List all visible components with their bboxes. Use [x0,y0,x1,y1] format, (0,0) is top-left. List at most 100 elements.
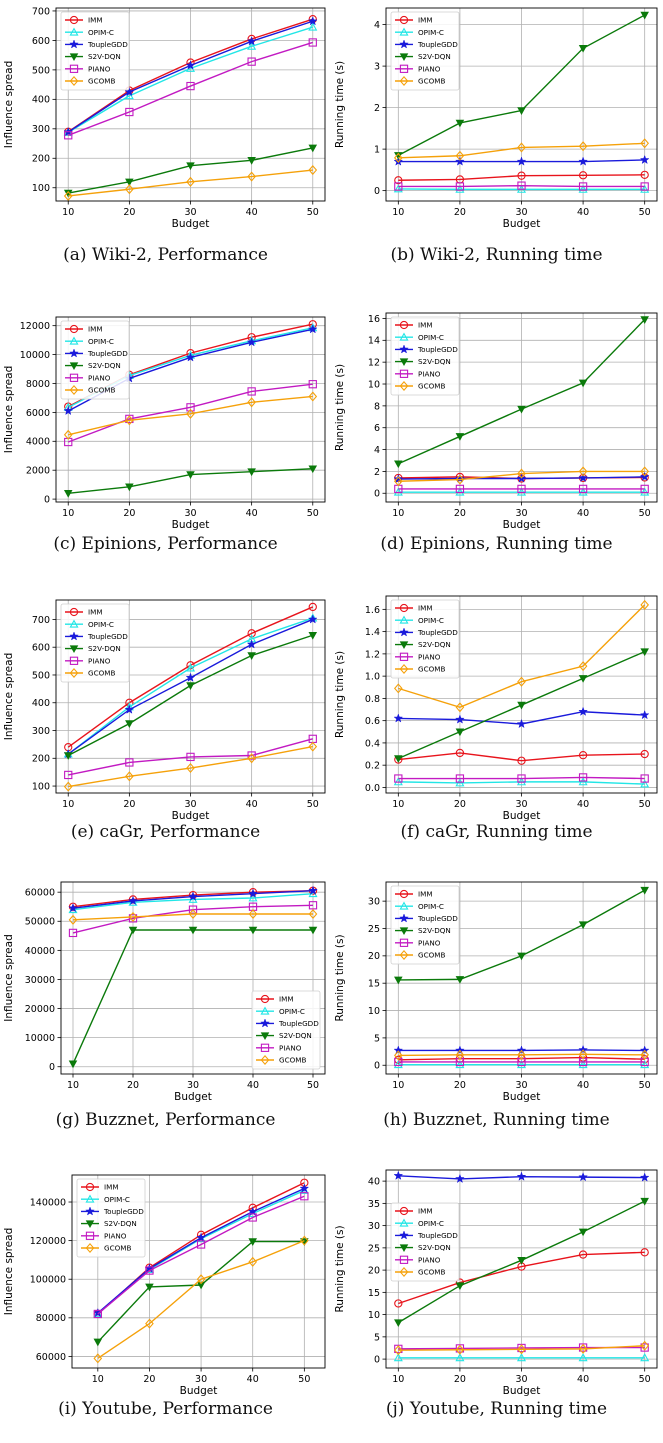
x-tick-label: 40 [247,1374,259,1385]
series-line [68,738,313,776]
data-point [455,119,465,128]
legend-item: PIANO [395,369,441,378]
legend-item: IMM [395,321,433,330]
caption-f: (f) caGr, Running time [400,822,593,842]
y-tick-label: 0 [49,1062,55,1073]
legend-item: PIANO [81,1231,127,1240]
series-s2v-dqn [63,144,318,198]
x-tick-label: 30 [515,1080,527,1091]
chart-e: 10 20 30 40 50 100 200 300 400 500 600 700 Budget Inf… [3,599,326,822]
legend-marker [260,1006,270,1015]
data-point [578,379,588,388]
y-tick-label: 35 [368,1199,380,1210]
chart-d: 10 20 30 40 50 0 2 4 6 8 10 12 14 16 Budget Running tim… [334,312,658,531]
data-point [517,1257,526,1265]
data-point [455,487,465,496]
y-tick-label: 4 [374,20,380,31]
x-tick-label: 20 [454,799,466,810]
legend-item: S2V-DQN [395,926,451,935]
data-point [578,141,588,152]
data-point [308,165,318,176]
caption-e: (e) caGr, Performance [70,822,261,842]
y-tick-label: 30000 [25,975,55,986]
data-point [185,60,196,70]
x-tick-label: 10 [392,1374,404,1385]
legend-label: GCOMB [88,669,115,678]
chart-a: 10 20 30 40 50 100 200 300 400 500 600 700 Budget Inf… [3,6,326,230]
data-point [248,1238,257,1247]
data-point [63,429,73,440]
legend-item: S2V-DQN [395,1243,451,1252]
x-tick-label: 50 [298,1374,310,1385]
legend-label: PIANO [418,64,441,73]
data-point [517,774,526,783]
legend-item: IMM [65,325,103,334]
data-point [393,156,404,166]
data-point [578,156,588,166]
legend-item: IMM [256,995,294,1004]
data-point [516,777,527,786]
legend-item: ToupleGDD [65,631,128,641]
legend-label: GCOMB [418,665,445,674]
data-point [455,714,465,724]
y-tick-label: 400 [32,95,50,106]
legend-marker [85,1220,95,1229]
legend-marker [69,373,79,382]
series-s2v-dqn [63,465,318,498]
x-tick-label: 30 [515,1374,527,1385]
legend-marker [399,1255,409,1264]
series-gcomb [393,1049,650,1061]
data-point [248,908,258,920]
data-point [639,709,650,720]
y-tick-label: 60000 [25,888,55,899]
data-point [455,1059,465,1069]
legend-label: S2V-DQN [279,1031,312,1040]
legend-marker [399,913,409,923]
data-point [247,41,257,50]
legend-label: IMM [88,16,103,25]
x-axis-label: Budget [172,810,210,822]
data-point [455,150,465,161]
x-tick-label: 40 [247,1080,259,1091]
series-touplegdd [393,706,650,729]
legend: IMM OPIM-C ToupleGDD S2V-DQN PIANO GCOMB [251,990,321,1070]
data-point [639,1172,650,1182]
data-point [517,181,526,190]
legend-label: GCOMB [104,1244,131,1253]
legend: IMM OPIM-C ToupleGDD S2V-DQN PIANO GCOMB [76,1178,146,1258]
series-piano [64,380,317,447]
y-tick-label: 40000 [25,946,55,957]
data-point [308,380,317,389]
x-tick-label: 30 [187,1080,199,1091]
legend-label: PIANO [418,1255,441,1264]
legend-item: GCOMB [395,75,445,87]
y-tick-label: 100000 [30,1275,66,1286]
x-tick-label: 10 [62,799,74,810]
x-tick-label: 50 [639,508,651,519]
legend-marker [69,75,79,87]
y-tick-label: 500 [32,670,50,681]
data-point [640,316,649,324]
y-tick-label: 10 [368,379,380,390]
legend-item: GCOMB [395,663,445,675]
x-tick-label: 40 [577,508,589,519]
series-opim-c [393,1059,650,1069]
legend-marker [69,348,79,358]
series-line [398,776,645,780]
x-axis-label: Budget [180,1385,218,1397]
y-axis-label: Running time (s) [334,61,346,148]
data-point [394,1057,403,1067]
data-point [517,142,526,153]
data-point [640,1197,649,1206]
data-point [196,1281,206,1290]
x-tick-label: 20 [454,508,466,519]
data-point [308,908,318,920]
legend-item: OPIM-C [395,27,444,37]
data-point [124,86,135,97]
y-tick-label: 400 [32,698,50,709]
data-point [393,184,403,193]
data-point [125,720,134,728]
data-point [578,706,588,716]
data-point [308,38,317,47]
legend-item: PIANO [65,373,111,382]
